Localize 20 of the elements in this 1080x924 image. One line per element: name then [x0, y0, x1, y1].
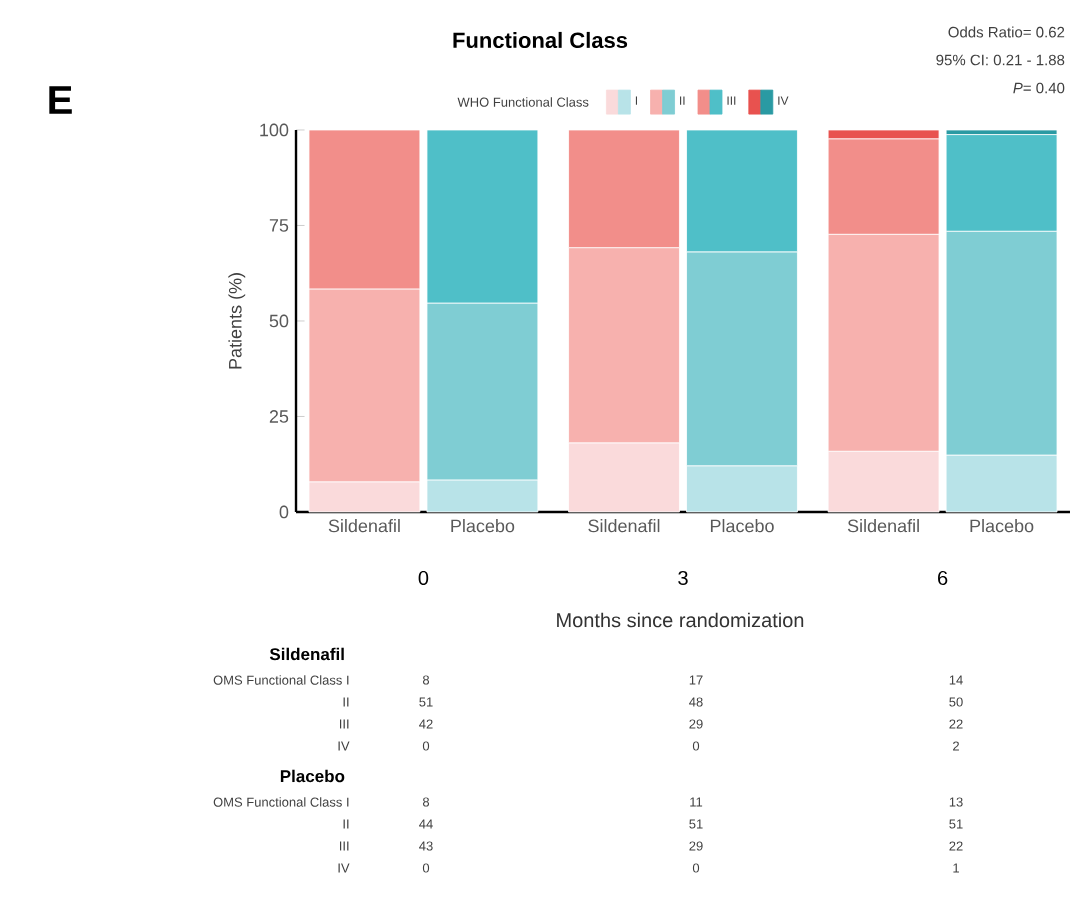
x-tick-label: Placebo — [451, 519, 515, 533]
y-tick-label: 25 — [269, 410, 289, 423]
text: E — [49, 86, 72, 114]
x-tick-label: Placebo — [970, 519, 1034, 533]
text: 6 — [938, 570, 948, 586]
y-tick-label: 0 — [279, 505, 289, 519]
text: 0 — [418, 570, 429, 586]
x-tick-label: Sildenafil — [588, 519, 660, 533]
x-tick-label: Sildenafil — [328, 519, 400, 533]
x-tick-label: Sildenafil — [847, 519, 919, 533]
y-tick-label: 50 — [269, 314, 289, 328]
text: Placebo — [280, 769, 345, 783]
y-axis-title: Patients (%) — [228, 273, 246, 369]
text: 3 — [678, 570, 688, 586]
x-axis-title: Months since randomization — [557, 612, 804, 628]
chart-title: Functional Class — [453, 31, 628, 49]
text: Sildenafil — [269, 647, 344, 661]
x-tick-label: Placebo — [710, 519, 774, 533]
y-tick-label: 75 — [269, 219, 289, 232]
y-tick-label: 100 — [260, 123, 289, 137]
